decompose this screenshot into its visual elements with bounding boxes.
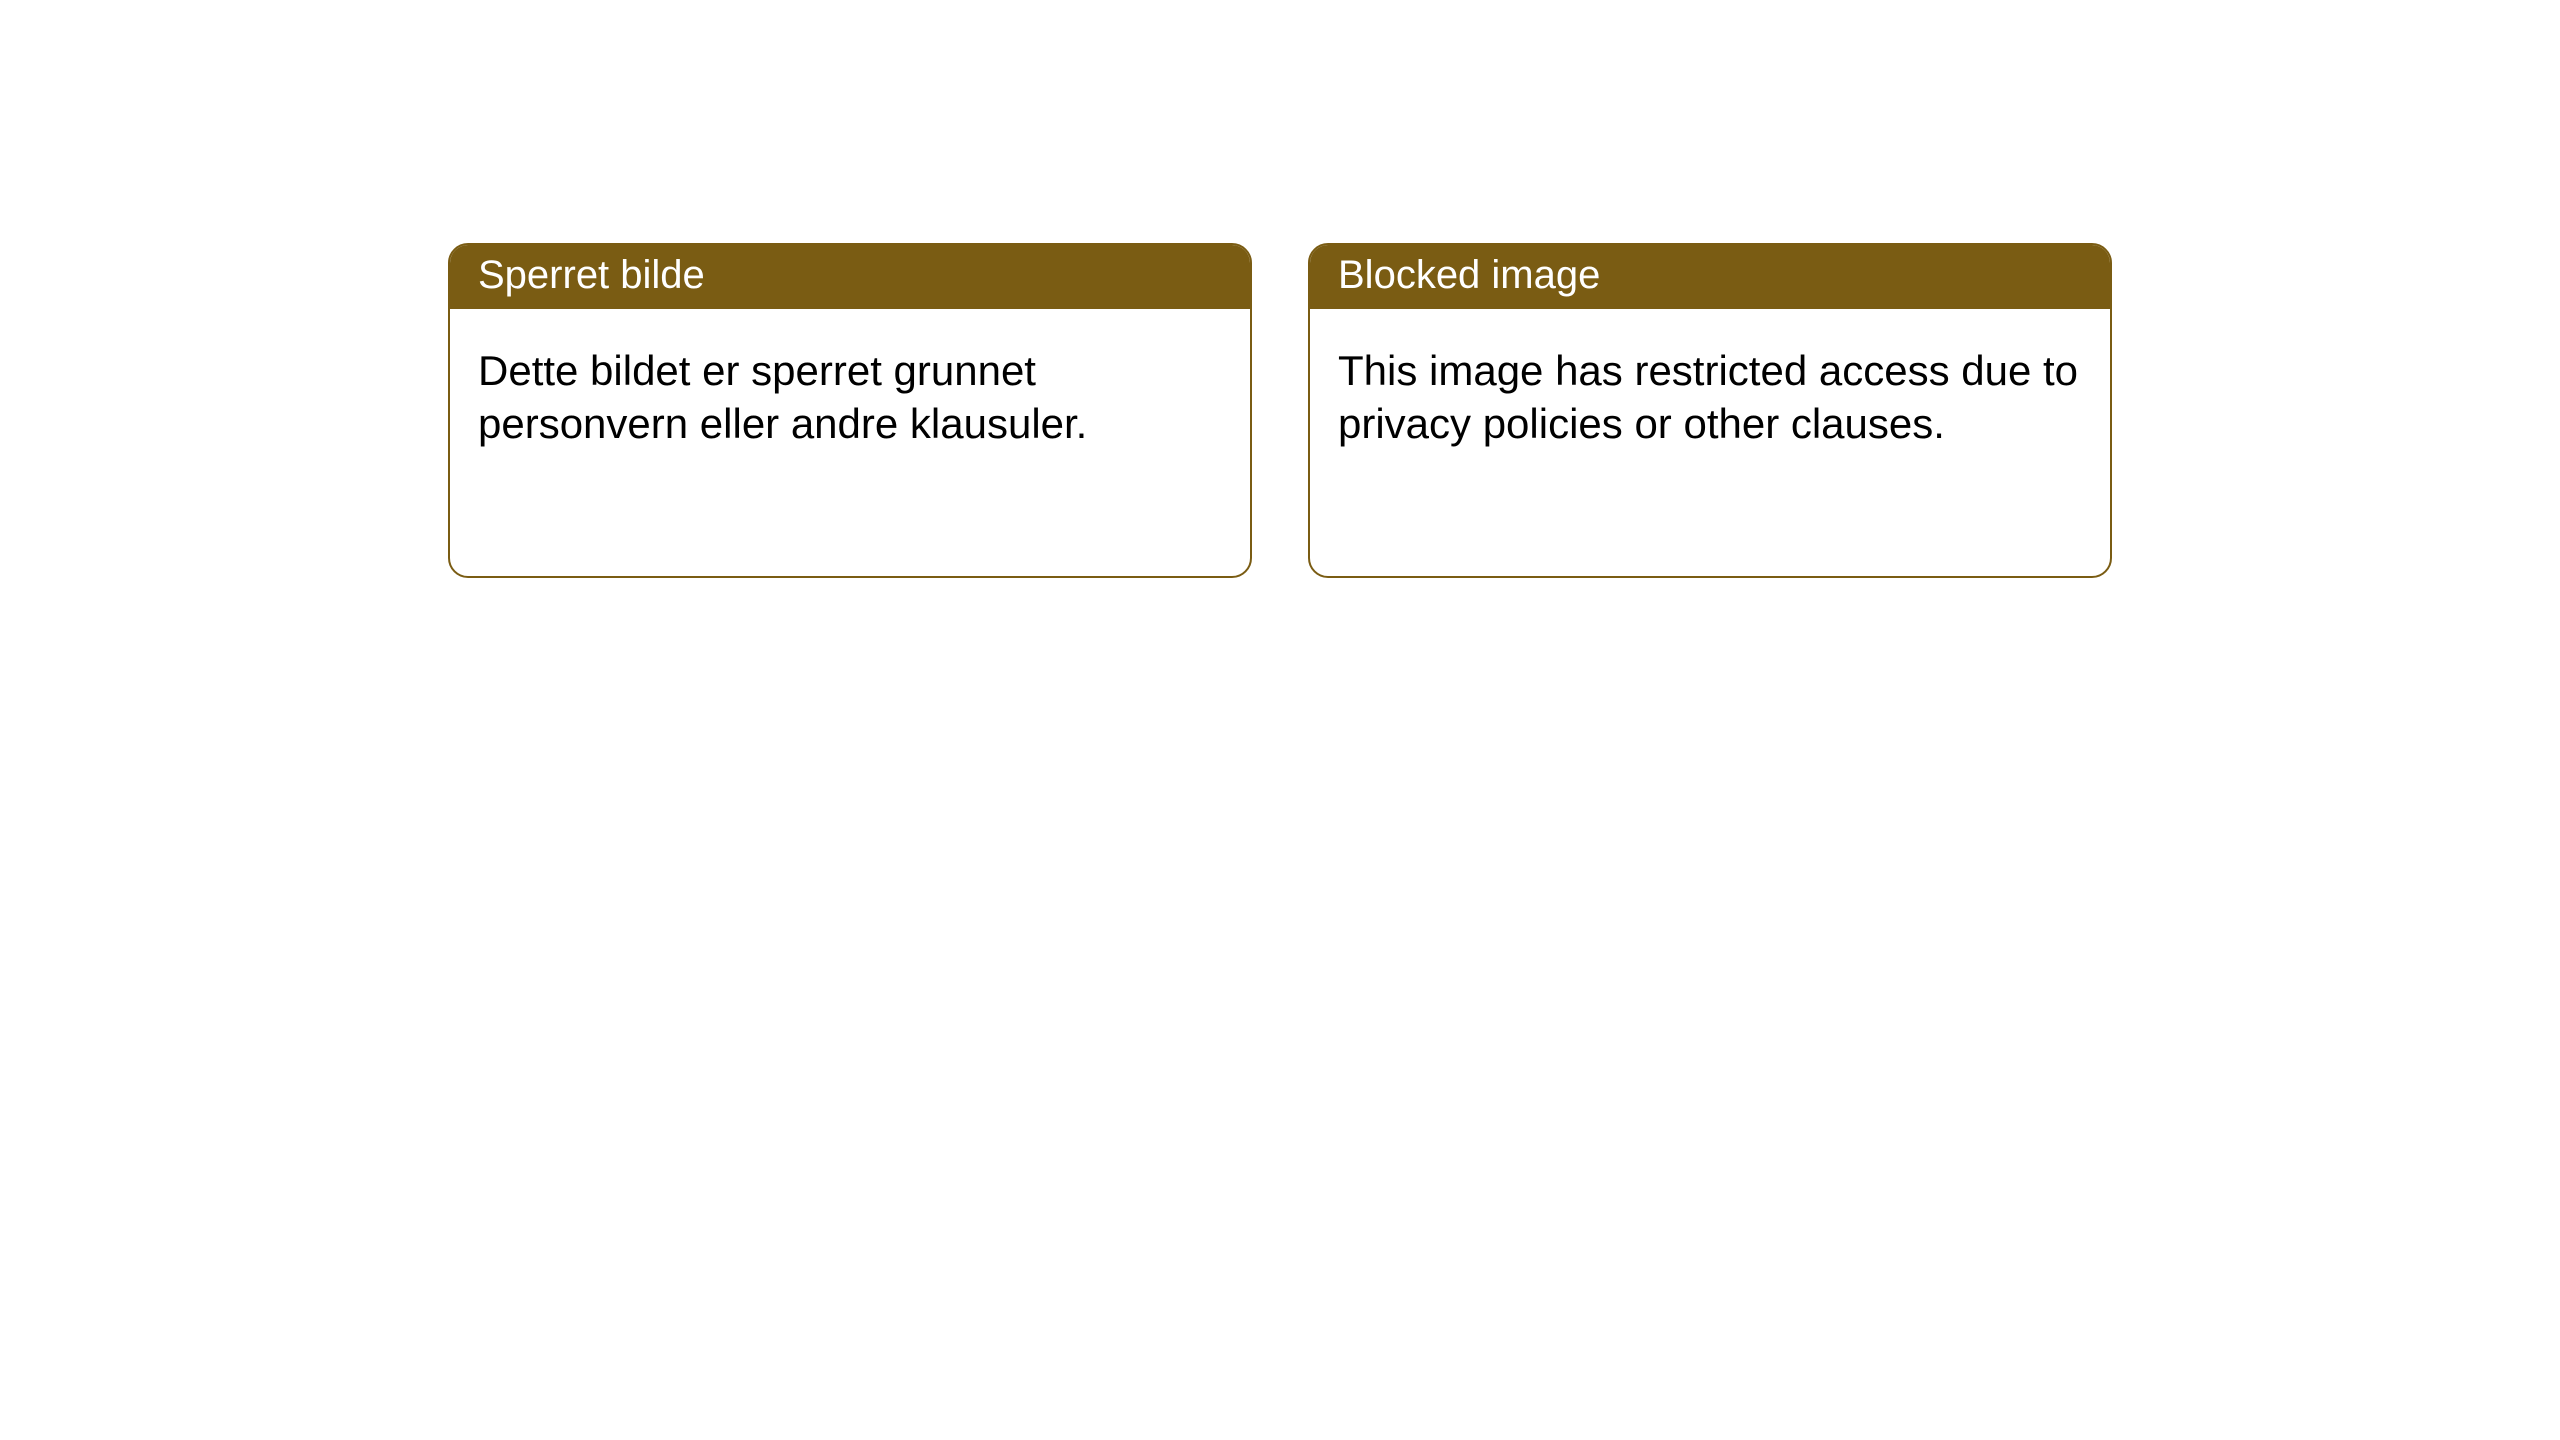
notice-body-english: This image has restricted access due to … <box>1310 309 2110 478</box>
notice-header-norwegian: Sperret bilde <box>450 245 1250 309</box>
notice-box-norwegian: Sperret bilde Dette bildet er sperret gr… <box>448 243 1252 578</box>
notice-body-norwegian: Dette bildet er sperret grunnet personve… <box>450 309 1250 478</box>
notice-header-english: Blocked image <box>1310 245 2110 309</box>
notice-box-english: Blocked image This image has restricted … <box>1308 243 2112 578</box>
notice-container: Sperret bilde Dette bildet er sperret gr… <box>0 0 2560 578</box>
